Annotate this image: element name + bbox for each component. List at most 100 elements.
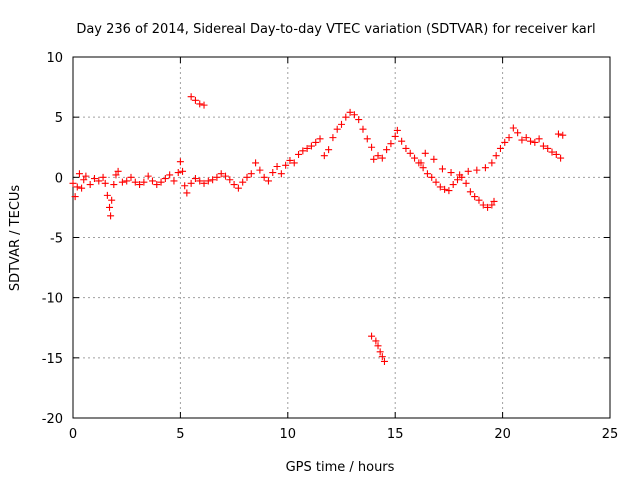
data-point (166, 171, 174, 179)
data-point (466, 188, 474, 196)
y-tick-label: -10 (42, 292, 63, 307)
data-point (303, 144, 311, 152)
data-point (161, 175, 169, 183)
data-point (432, 178, 440, 186)
data-point (490, 197, 498, 205)
data-point (320, 152, 328, 160)
data-point (447, 169, 455, 177)
data-point (527, 137, 535, 145)
x-tick-label: 20 (494, 427, 511, 442)
data-point (411, 154, 419, 162)
tick-layer (72, 56, 611, 419)
x-tick-label: 25 (602, 427, 619, 442)
data-point (475, 196, 483, 204)
data-point (462, 179, 470, 187)
data-point (123, 177, 131, 185)
data-point (370, 155, 378, 163)
data-point (380, 357, 388, 365)
data-point (200, 179, 208, 187)
data-point (350, 111, 358, 119)
data-point (368, 143, 376, 151)
data-point (436, 183, 444, 191)
data-point (387, 140, 395, 148)
data-point (325, 146, 333, 154)
x-tick-label: 10 (280, 427, 297, 442)
data-point (505, 134, 513, 142)
data-point (406, 149, 414, 157)
data-point (378, 154, 386, 162)
y-tick-label: -15 (42, 352, 63, 367)
data-point (136, 181, 144, 189)
data-point (153, 181, 161, 189)
data-point (101, 179, 109, 187)
data-point (107, 212, 115, 220)
data-point (131, 178, 139, 186)
y-tick-label: 5 (55, 111, 63, 126)
data-point (230, 181, 238, 189)
data-point (234, 184, 242, 192)
data-point (438, 165, 446, 173)
data-point (391, 132, 399, 140)
data-point (531, 138, 539, 146)
data-point (264, 177, 272, 185)
y-tick-label: -5 (50, 232, 63, 247)
data-point (464, 167, 472, 175)
data-point (181, 182, 189, 190)
data-point (187, 179, 195, 187)
data-point (69, 179, 77, 187)
chart-title: Day 236 of 2014, Sidereal Day-to-day VTE… (76, 22, 595, 37)
tick-label-layer: 0 5 10 15 20 25 -20 -15 -10 -5 0 5 10 (42, 51, 619, 442)
data-point (273, 163, 281, 171)
data-point (355, 116, 363, 124)
data-point (518, 136, 526, 144)
data-point (200, 101, 208, 109)
data-point (471, 193, 479, 201)
data-point (82, 172, 90, 180)
data-point (75, 170, 83, 178)
data-point (209, 176, 217, 184)
data-point (290, 159, 298, 167)
data-point (243, 173, 251, 181)
data-point (484, 203, 492, 211)
data-point (106, 203, 114, 211)
y-tick-label: -20 (42, 412, 63, 427)
data-point (333, 125, 341, 133)
y-axis-label: SDTVAR / TECUs (8, 185, 23, 292)
data-point (514, 129, 522, 137)
data-points-layer (69, 93, 567, 365)
data-point (554, 130, 562, 138)
data-point (346, 108, 354, 116)
data-point (559, 131, 567, 139)
x-tick-label: 0 (69, 427, 77, 442)
data-point (539, 142, 547, 150)
data-point (372, 337, 380, 345)
data-point (196, 100, 204, 108)
data-point (247, 170, 255, 178)
data-point (170, 177, 178, 185)
data-point (479, 201, 487, 209)
x-tick-label: 15 (387, 427, 404, 442)
data-point (421, 149, 429, 157)
data-point (359, 125, 367, 133)
data-point (103, 191, 111, 199)
data-point (383, 146, 391, 154)
data-point (191, 175, 199, 183)
data-point (286, 156, 294, 164)
data-point (342, 113, 350, 121)
data-point (187, 93, 195, 101)
data-point (127, 173, 135, 181)
data-point (509, 124, 517, 132)
data-point (417, 159, 425, 167)
x-tick-label: 5 (176, 427, 184, 442)
data-point (256, 166, 264, 174)
data-point (557, 154, 565, 162)
data-point (393, 126, 401, 134)
y-tick-label: 0 (55, 171, 63, 186)
data-point (277, 170, 285, 178)
data-point (496, 144, 504, 152)
data-point (552, 150, 560, 158)
data-point (378, 353, 386, 361)
data-point (445, 187, 453, 195)
data-point (239, 178, 247, 186)
data-point (473, 166, 481, 174)
